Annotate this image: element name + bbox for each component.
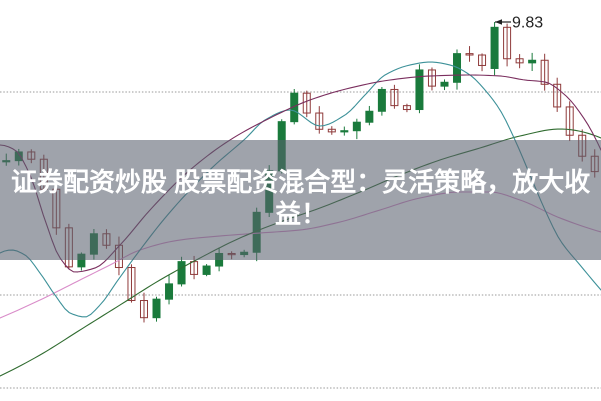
svg-text:9.83: 9.83	[512, 15, 543, 32]
